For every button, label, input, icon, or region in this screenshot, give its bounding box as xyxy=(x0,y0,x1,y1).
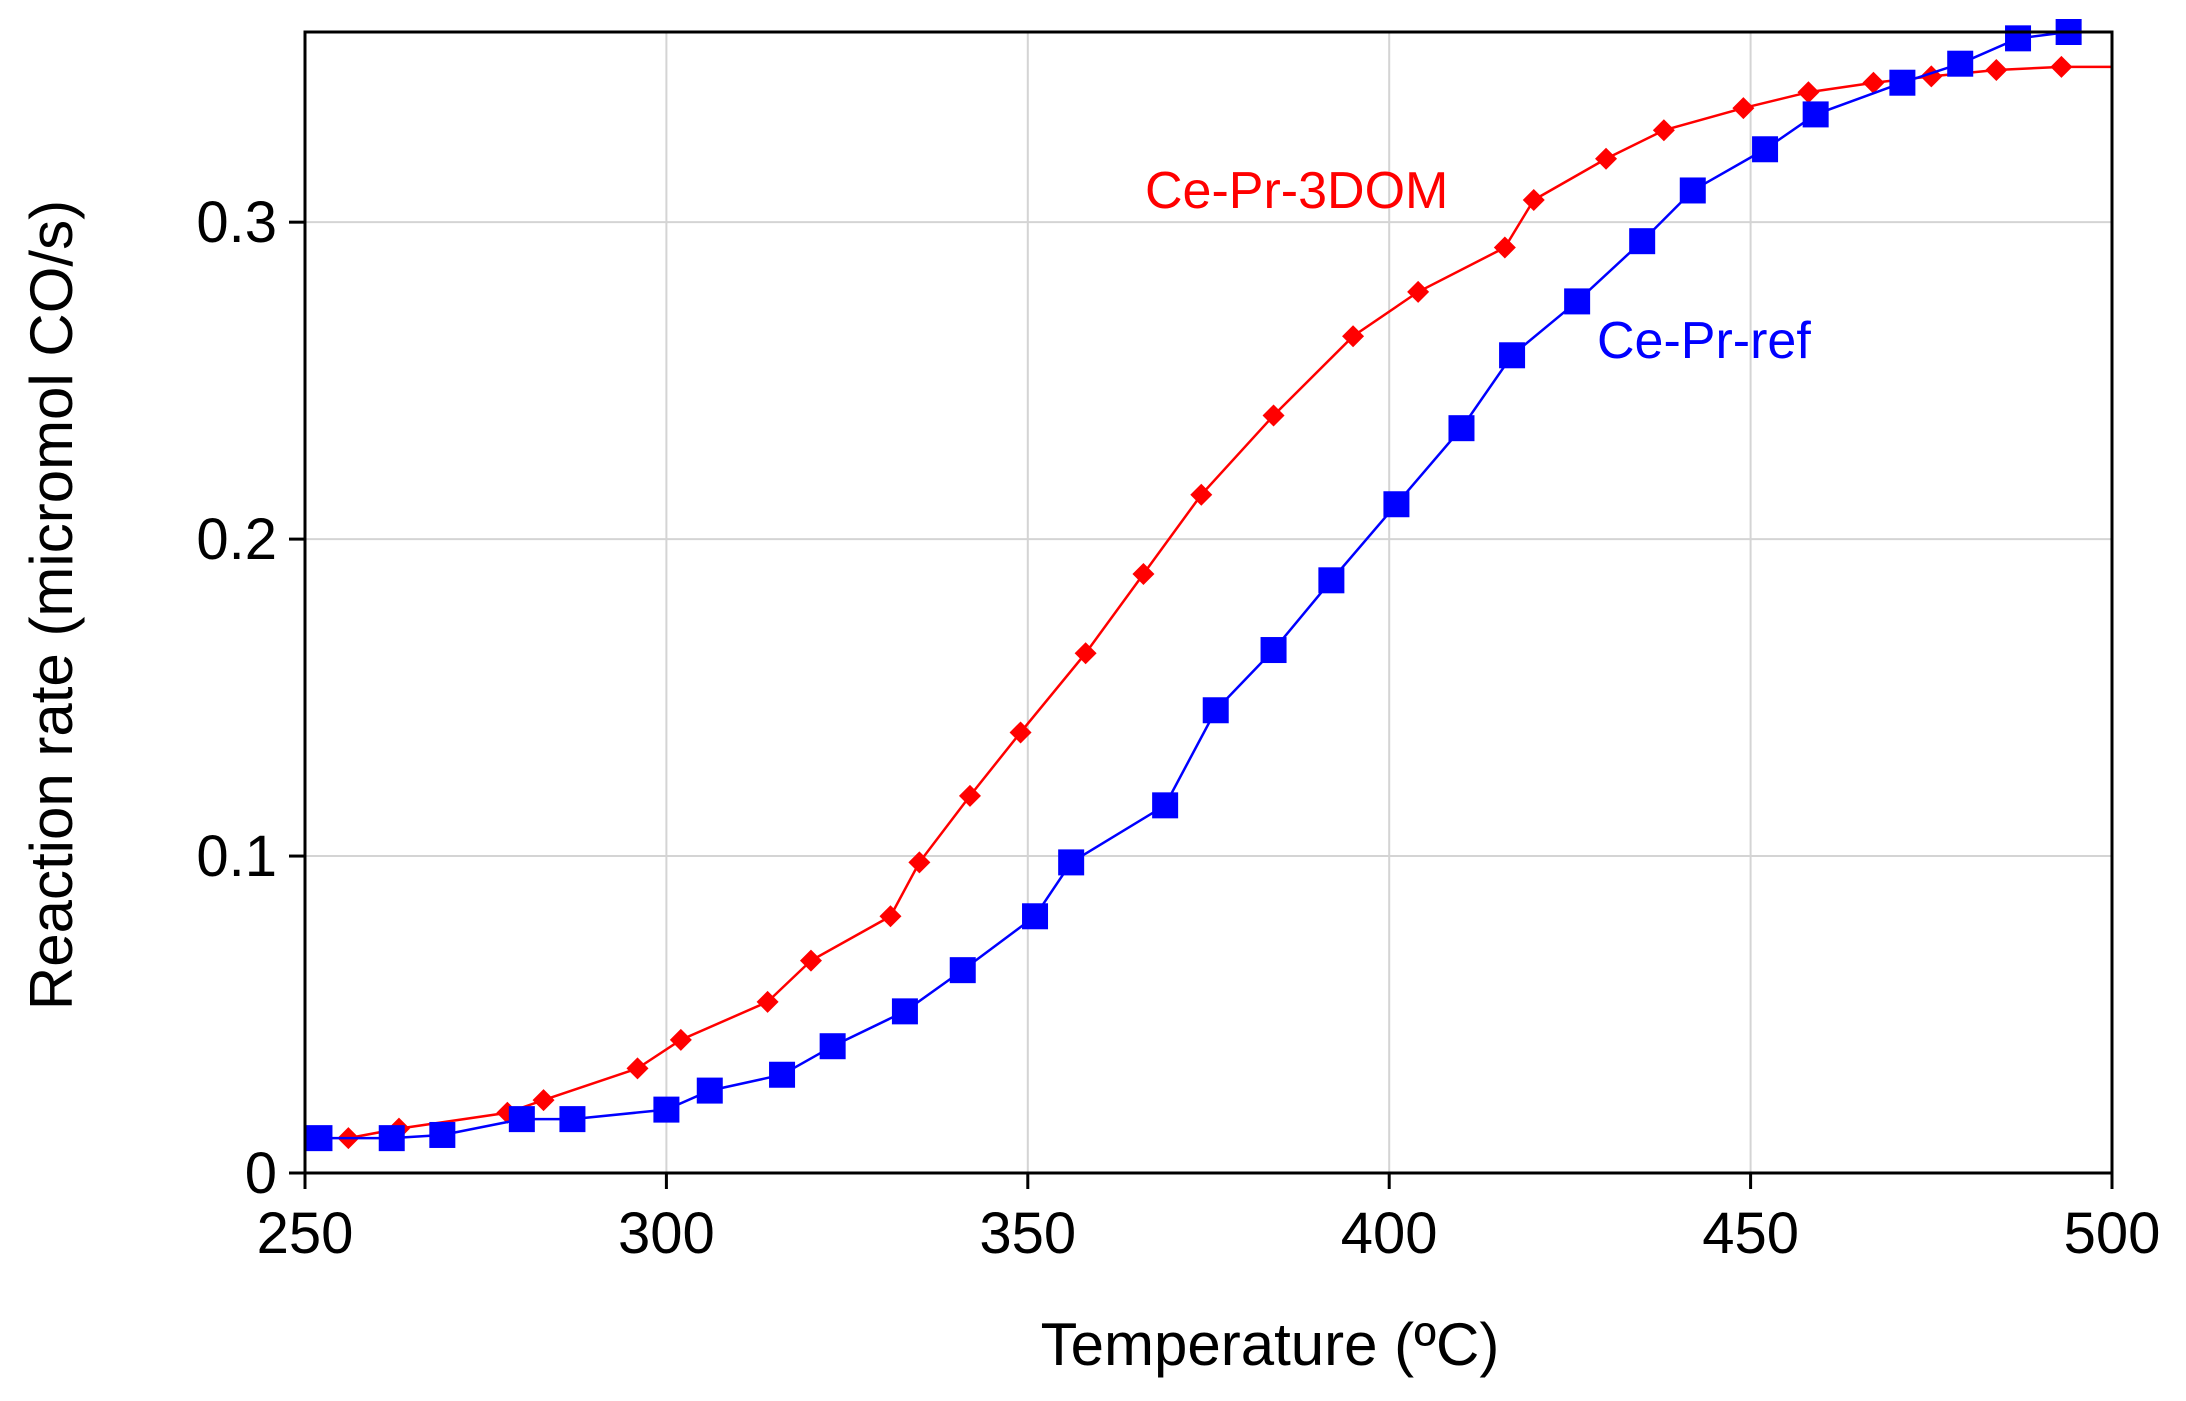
data-point xyxy=(1985,59,2008,82)
data-point xyxy=(1732,97,1755,120)
data-point xyxy=(819,1033,846,1060)
data-point xyxy=(879,905,902,928)
data-point xyxy=(1493,236,1516,259)
data-point xyxy=(626,1057,649,1080)
data-point xyxy=(306,1125,333,1152)
plot-area-frame xyxy=(303,30,2114,1175)
data-point xyxy=(1797,81,1820,104)
data-point xyxy=(669,1028,692,1051)
data-point xyxy=(1889,69,1916,96)
y-tick-label: 0.1 xyxy=(196,824,277,889)
data-point xyxy=(769,1061,796,1088)
data-point xyxy=(1862,71,1885,94)
series-label-ce-pr-ref: Ce-Pr-ref xyxy=(1597,312,1811,370)
y-tick-label: 0.2 xyxy=(196,507,277,572)
data-point xyxy=(1947,50,1974,77)
y-tick-label: 0 xyxy=(245,1141,277,1206)
x-tick-label: 450 xyxy=(1702,1201,1799,1266)
data-point xyxy=(1679,177,1706,204)
axis-ticks xyxy=(289,220,2114,1189)
data-point xyxy=(1595,147,1618,170)
series-layer xyxy=(306,19,2112,1152)
data-point xyxy=(2050,55,2073,78)
data-point xyxy=(1190,483,1213,506)
data-point xyxy=(1652,119,1675,142)
data-point xyxy=(1383,491,1410,518)
data-point xyxy=(559,1106,586,1133)
data-point xyxy=(2005,25,2032,52)
x-tick-label: 300 xyxy=(618,1201,715,1266)
data-point xyxy=(1152,792,1179,819)
series-ce-pr-ref xyxy=(306,19,2082,1152)
data-point xyxy=(1752,136,1779,163)
data-point xyxy=(949,957,976,984)
data-point xyxy=(378,1125,405,1152)
y-axis-title: Reaction rate (micromol CO/s) xyxy=(18,200,85,1010)
data-point xyxy=(1629,228,1656,255)
data-point xyxy=(532,1089,555,1112)
x-tick-label: 400 xyxy=(1341,1201,1438,1266)
data-point xyxy=(908,851,931,874)
data-point xyxy=(1499,342,1526,369)
data-point xyxy=(1522,188,1545,211)
data-point xyxy=(799,949,822,972)
data-point xyxy=(891,998,918,1025)
data-point xyxy=(958,784,981,807)
axis-tick-labels: 250 300 350 400 450 500 0 0.1 0.2 0.3 xyxy=(196,190,2160,1266)
data-point xyxy=(696,1077,723,1104)
data-point xyxy=(1342,325,1365,348)
data-point xyxy=(1802,101,1829,128)
data-point xyxy=(1022,903,1049,930)
data-point xyxy=(1564,288,1591,315)
data-point xyxy=(1318,567,1345,594)
data-point xyxy=(429,1121,456,1148)
data-point xyxy=(653,1096,680,1123)
x-axis-title: Temperature (ºC) xyxy=(1041,1311,1500,1378)
data-point xyxy=(1058,849,1085,876)
x-tick-label: 500 xyxy=(2064,1201,2161,1266)
data-point xyxy=(1074,642,1097,665)
x-tick-label: 250 xyxy=(257,1201,354,1266)
data-point xyxy=(1407,280,1430,303)
data-point xyxy=(1202,697,1229,724)
data-point xyxy=(508,1106,535,1133)
series-label-ce-pr-3dom: Ce-Pr-3DOM xyxy=(1145,162,1448,220)
data-point xyxy=(1262,404,1285,427)
y-tick-label: 0.3 xyxy=(196,190,277,255)
grid-lines xyxy=(305,32,2112,1173)
series-line-ce-pr-3dom xyxy=(348,65,2112,1140)
data-point xyxy=(1132,562,1155,585)
x-tick-label: 350 xyxy=(979,1201,1076,1266)
data-point xyxy=(1260,637,1287,664)
data-point xyxy=(1448,415,1475,442)
data-point xyxy=(1009,721,1032,744)
data-point xyxy=(756,990,779,1013)
